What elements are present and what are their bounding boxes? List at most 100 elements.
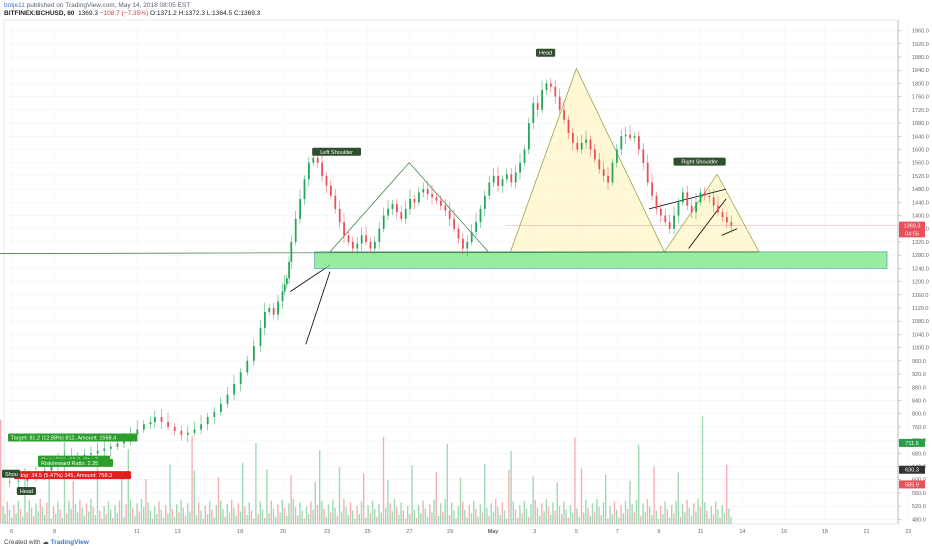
publish-text: published on TradingView.com, May 14, 20… bbox=[26, 2, 191, 9]
candle-body bbox=[708, 195, 711, 198]
candle-body bbox=[160, 416, 163, 422]
volume-bar bbox=[407, 506, 409, 524]
candle-body bbox=[422, 189, 425, 193]
candle-body bbox=[103, 448, 106, 451]
x-tick-7: 25 bbox=[365, 529, 371, 535]
volume-bar bbox=[316, 505, 319, 524]
volume-bar bbox=[365, 517, 367, 524]
volume-bar bbox=[231, 499, 233, 524]
volume-bar bbox=[411, 465, 413, 524]
candle-body bbox=[453, 218, 455, 229]
volume-bar bbox=[488, 515, 490, 524]
candle-body bbox=[290, 241, 293, 262]
volume-bar bbox=[530, 504, 532, 524]
y-tick-27: 1560.0 bbox=[912, 161, 929, 167]
volume-bar bbox=[261, 509, 264, 524]
volume-bar bbox=[451, 502, 453, 524]
volume-bar bbox=[605, 474, 607, 524]
volume-bar bbox=[495, 498, 497, 524]
volume-bar bbox=[178, 512, 180, 524]
volume-bar bbox=[706, 510, 708, 524]
volume-bar bbox=[266, 469, 268, 524]
candle-body bbox=[448, 210, 451, 219]
volume-bar bbox=[481, 512, 484, 524]
x-tick-18: 18 bbox=[822, 529, 828, 535]
x-tick-13: 7 bbox=[616, 529, 619, 535]
candle-body bbox=[220, 403, 222, 413]
volume-bar bbox=[112, 517, 114, 524]
time-axis: 6 8 11 13 18 20 23 25 27 29 May 3 5 7 9 11 14 16 18 21 23 bbox=[10, 529, 911, 535]
volume-bar bbox=[79, 499, 81, 524]
volume-bar bbox=[517, 517, 519, 524]
price-axis: 480.0520.0560.0600.0640.0680.0720.0760.0… bbox=[897, 20, 929, 524]
volume-bar bbox=[202, 518, 204, 524]
footer-brand[interactable]: TradingView bbox=[50, 539, 89, 546]
volume-bar bbox=[607, 518, 609, 524]
volume-bar bbox=[206, 514, 209, 524]
volume-bar bbox=[308, 514, 310, 524]
candle-body bbox=[699, 192, 702, 203]
y-tick-31: 1720.0 bbox=[912, 108, 929, 114]
candle-body bbox=[624, 134, 627, 137]
candle-body bbox=[303, 179, 306, 200]
annotation-0: Head bbox=[539, 51, 552, 57]
candle-body bbox=[673, 215, 675, 229]
volume-bar bbox=[336, 515, 338, 524]
volume-bar bbox=[15, 513, 17, 524]
candle-body bbox=[272, 308, 275, 315]
volume-bar bbox=[138, 511, 140, 524]
y-tick-24: 1440.0 bbox=[912, 200, 929, 206]
volume-bar bbox=[684, 512, 686, 524]
volume-bar bbox=[312, 509, 314, 524]
volume-bar bbox=[193, 470, 195, 524]
candle-body bbox=[664, 215, 667, 223]
candle-body bbox=[712, 197, 715, 206]
y-tick-37: 1960.0 bbox=[912, 29, 929, 35]
volume-bar bbox=[655, 510, 657, 524]
volume-bar bbox=[567, 517, 569, 524]
candle-body bbox=[347, 235, 350, 242]
volume-bar bbox=[48, 474, 50, 524]
volume-bar bbox=[543, 511, 545, 524]
candle-body bbox=[431, 194, 433, 198]
y-tick-13: 1000.0 bbox=[912, 346, 929, 352]
volume-bar bbox=[198, 502, 200, 524]
volume-bar bbox=[455, 518, 457, 524]
volume-bar bbox=[697, 498, 699, 524]
volume-bar bbox=[719, 517, 721, 524]
candle-body bbox=[466, 241, 469, 249]
wedge-upper bbox=[290, 264, 331, 292]
volume-bar bbox=[525, 508, 528, 524]
candle-body bbox=[400, 212, 403, 219]
candle-body bbox=[677, 202, 680, 216]
volume-bar bbox=[169, 464, 171, 524]
wedge-lower bbox=[305, 271, 331, 345]
volume-bar bbox=[585, 499, 587, 524]
volume-bar bbox=[649, 506, 651, 524]
volume-bar bbox=[666, 509, 668, 524]
x-tick-9: 29 bbox=[447, 529, 453, 535]
author-link[interactable]: botje11 bbox=[4, 2, 25, 9]
candle-body bbox=[8, 481, 11, 483]
volume-bar bbox=[74, 504, 77, 524]
candle-body bbox=[259, 327, 262, 346]
volume-bar bbox=[490, 503, 492, 524]
volume-bar bbox=[72, 480, 74, 524]
volume-bar bbox=[222, 508, 224, 524]
volume-bar bbox=[200, 510, 202, 524]
volume-bar bbox=[512, 501, 514, 524]
price-label-bg-2 bbox=[899, 438, 925, 447]
volume-bar bbox=[662, 514, 664, 524]
volume-bar bbox=[477, 516, 479, 524]
candle-body bbox=[457, 228, 460, 239]
candle-body bbox=[294, 218, 297, 242]
candle-body bbox=[374, 241, 376, 249]
target-box: Target: 81.2 (12.88%) 812, Amount: 1568.… bbox=[11, 435, 116, 441]
x-tick-20: 23 bbox=[905, 529, 911, 535]
volume-bar bbox=[182, 507, 184, 524]
volume-bar bbox=[473, 500, 475, 524]
volume-bar bbox=[99, 510, 101, 524]
volume-bar bbox=[466, 517, 468, 524]
support-zone-rect bbox=[314, 251, 888, 269]
